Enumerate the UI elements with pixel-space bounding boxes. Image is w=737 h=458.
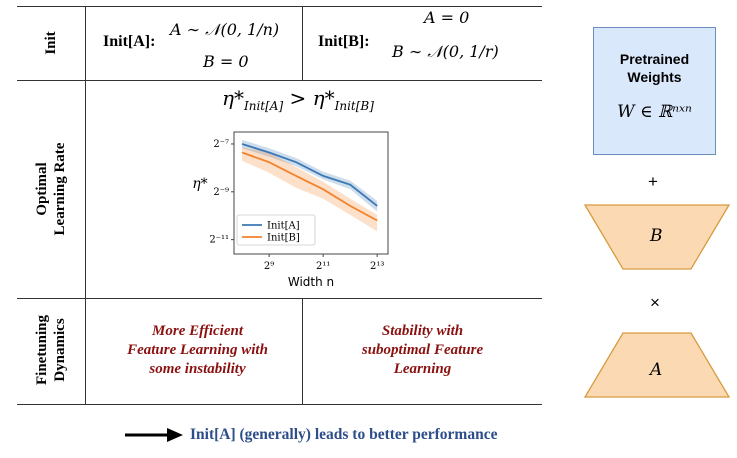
plus-sign: + <box>648 172 658 191</box>
init-a-b-formula: B = 0 <box>203 52 249 71</box>
row-label-finetuning-dynamics: Finetuning Dynamics <box>34 314 68 386</box>
matrix-b-trapezoid <box>584 204 730 270</box>
footer-conclusion: Init[A] (generally) leads to better perf… <box>190 426 498 443</box>
learning-rate-relation: η*Init[A] > η*Init[B] <box>222 86 374 113</box>
table-bottom-border <box>17 404 542 405</box>
chart-x-axis-label: Width n <box>288 275 334 289</box>
x-tick-label: 2¹³ <box>370 261 384 272</box>
table-row-divider-1 <box>17 80 542 81</box>
y-tick-label: 2⁻¹¹ <box>209 235 229 246</box>
table-row-divider-2 <box>17 298 542 299</box>
pretrained-weights-title-2: Weights <box>627 69 682 85</box>
pretrained-weights-box: Pretrained Weights W ∈ ℝⁿˣⁿ <box>593 27 716 155</box>
table-init-column-divider <box>302 6 303 80</box>
matrix-a-label: A <box>650 360 663 380</box>
dynamics-init-a-text: More Efficient Feature Learning with some … <box>127 323 268 377</box>
series-line-2 <box>241 151 378 222</box>
init-a-label: Init[A]: <box>103 33 156 50</box>
dynamics-init-b-text: Stability with suboptimal Feature Learning <box>361 323 484 377</box>
table-top-border <box>17 6 542 7</box>
legend-label: Init[B] <box>267 233 300 244</box>
arrow-right-icon <box>125 428 183 442</box>
table-dynamics-column-divider <box>302 298 303 404</box>
matrix-a-trapezoid <box>584 332 730 398</box>
init-a-a-formula: A ∼ 𝒩(0, 1/n) <box>170 20 280 39</box>
y-tick-label: 2⁻⁹ <box>213 187 229 198</box>
x-tick-label: 2⁹ <box>264 261 274 272</box>
init-b-label: Init[B]: <box>318 33 370 50</box>
series-band-1 <box>242 139 378 212</box>
table-label-column-divider <box>85 6 86 404</box>
pretrained-weights-formula: W ∈ ℝⁿˣⁿ <box>617 102 692 122</box>
row-label-init: Init <box>43 31 59 55</box>
pretrained-weights-title-1: Pretrained <box>619 51 690 67</box>
chart-y-axis-label: η* <box>192 176 207 192</box>
init-b-b-formula: B ∼ 𝒩(0, 1/r) <box>392 42 499 61</box>
times-sign: × <box>650 293 660 312</box>
chart-plot-frame <box>233 131 389 255</box>
legend-label: Init[A] <box>267 221 300 232</box>
row-label-optimal-learning-rate: Optimal Learning Rate <box>34 142 68 236</box>
init-b-a-formula: A = 0 <box>424 8 470 27</box>
series-band-2 <box>242 147 378 232</box>
learning-rate-chart: 2⁹ 2¹¹ 2¹³ 2⁻⁷ 2⁻⁹ 2⁻¹¹ Init[A]Init[B] Width… <box>192 131 389 289</box>
matrix-b-label: B <box>650 226 663 246</box>
y-tick-label: 2⁻⁷ <box>213 139 229 150</box>
series-line-1 <box>241 143 378 207</box>
x-tick-label: 2¹¹ <box>316 261 330 272</box>
